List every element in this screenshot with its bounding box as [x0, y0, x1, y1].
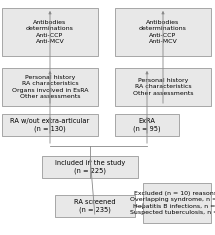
Text: Personal history
RA characteristics
Other assessments: Personal history RA characteristics Othe…: [133, 78, 193, 96]
FancyBboxPatch shape: [55, 195, 135, 217]
Text: Included in the study
(n = 225): Included in the study (n = 225): [55, 160, 125, 174]
Text: Antibodies
determinations
Anti-CCP
Anti-MCV: Antibodies determinations Anti-CCP Anti-…: [26, 20, 74, 44]
FancyBboxPatch shape: [2, 68, 98, 106]
Text: RA screened
(n = 235): RA screened (n = 235): [74, 199, 116, 213]
Text: RA w/out extra-articular
(n = 130): RA w/out extra-articular (n = 130): [10, 118, 90, 132]
FancyBboxPatch shape: [115, 8, 211, 56]
FancyBboxPatch shape: [115, 68, 211, 106]
Text: ExRA
(n = 95): ExRA (n = 95): [133, 118, 161, 132]
Text: Antibodies
determinations
Anti-CCP
Anti-MCV: Antibodies determinations Anti-CCP Anti-…: [139, 20, 187, 44]
FancyBboxPatch shape: [143, 183, 211, 223]
FancyBboxPatch shape: [115, 114, 179, 136]
FancyBboxPatch shape: [2, 114, 98, 136]
FancyBboxPatch shape: [2, 8, 98, 56]
FancyBboxPatch shape: [42, 156, 138, 178]
Text: Excluded (n = 10) reasons:
Overlapping syndrome, n = 5
Hepatitis B infections, n: Excluded (n = 10) reasons: Overlapping s…: [130, 191, 215, 215]
Text: Personal history
RA characteristics
Organs involved in EsRA
Other assessments: Personal history RA characteristics Orga…: [12, 75, 88, 99]
